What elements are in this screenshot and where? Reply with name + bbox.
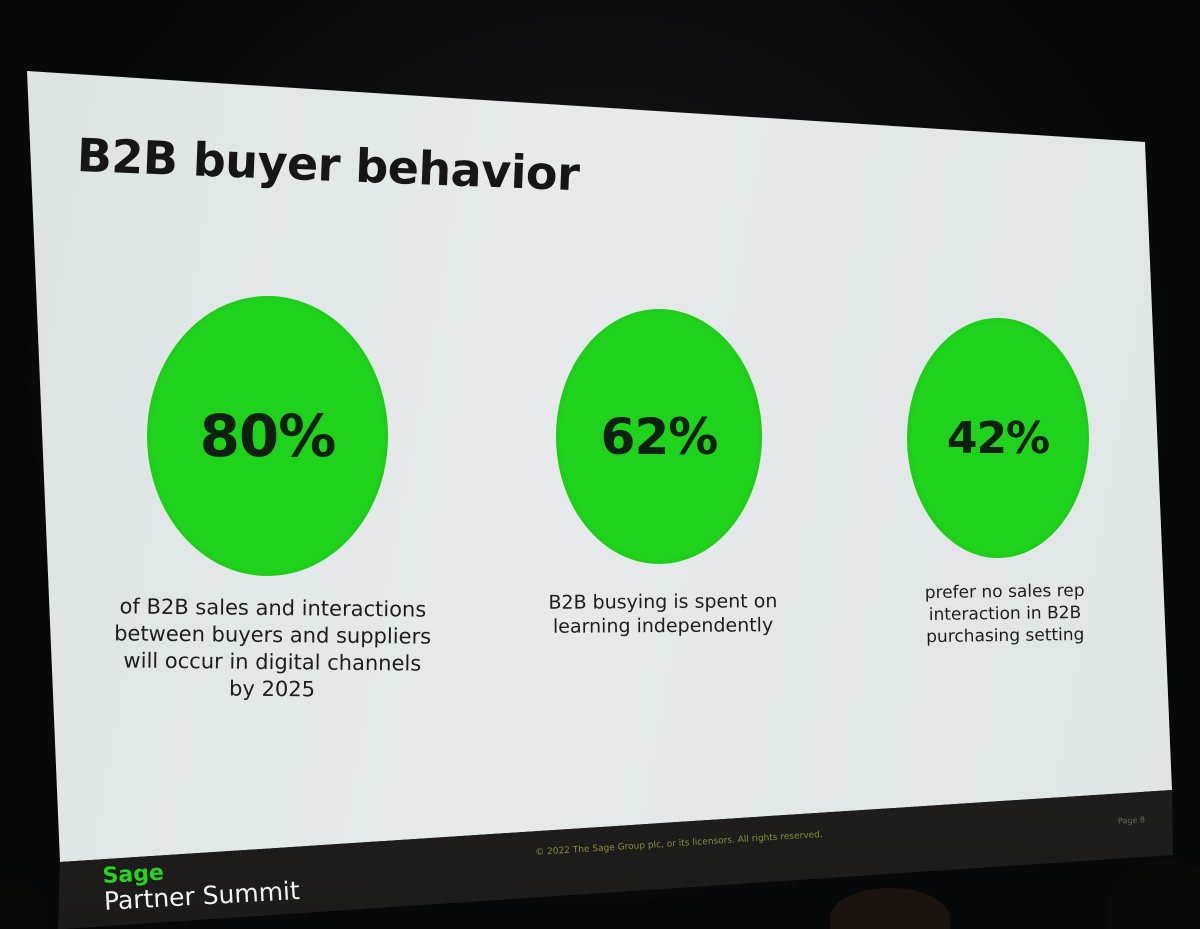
stat-value-2: 62% <box>600 407 719 466</box>
audience-head <box>830 888 950 929</box>
stat-caption-2: B2B busying is spent on learning indepen… <box>528 589 798 640</box>
caption-line: B2B busying is spent on <box>548 590 778 614</box>
caption-line: learning independently <box>552 614 774 639</box>
caption-line: by 2025 <box>229 676 316 702</box>
caption-line: purchasing setting <box>926 624 1085 647</box>
caption-line: interaction in B2B <box>928 602 1082 625</box>
caption-line: will occur in digital channels <box>123 648 422 676</box>
stat-circle-1: 80% <box>147 296 388 576</box>
stat-circle-3: 42% <box>907 318 1089 558</box>
stat-value-3: 42% <box>946 412 1050 464</box>
stat-value-1: 80% <box>199 402 337 470</box>
event-branding: Sage Partner Summit <box>102 855 301 916</box>
stat-caption-1: of B2B sales and interactions between bu… <box>94 593 450 704</box>
stat-circle-2: 62% <box>556 309 762 564</box>
stat-caption-3: prefer no sales rep interaction in B2B p… <box>900 581 1111 649</box>
slide-page-number: Page 8 <box>1117 815 1146 826</box>
caption-line: of B2B sales and interactions <box>119 594 427 622</box>
caption-line: between buyers and suppliers <box>114 621 432 649</box>
caption-line: prefer no sales rep <box>924 580 1085 604</box>
